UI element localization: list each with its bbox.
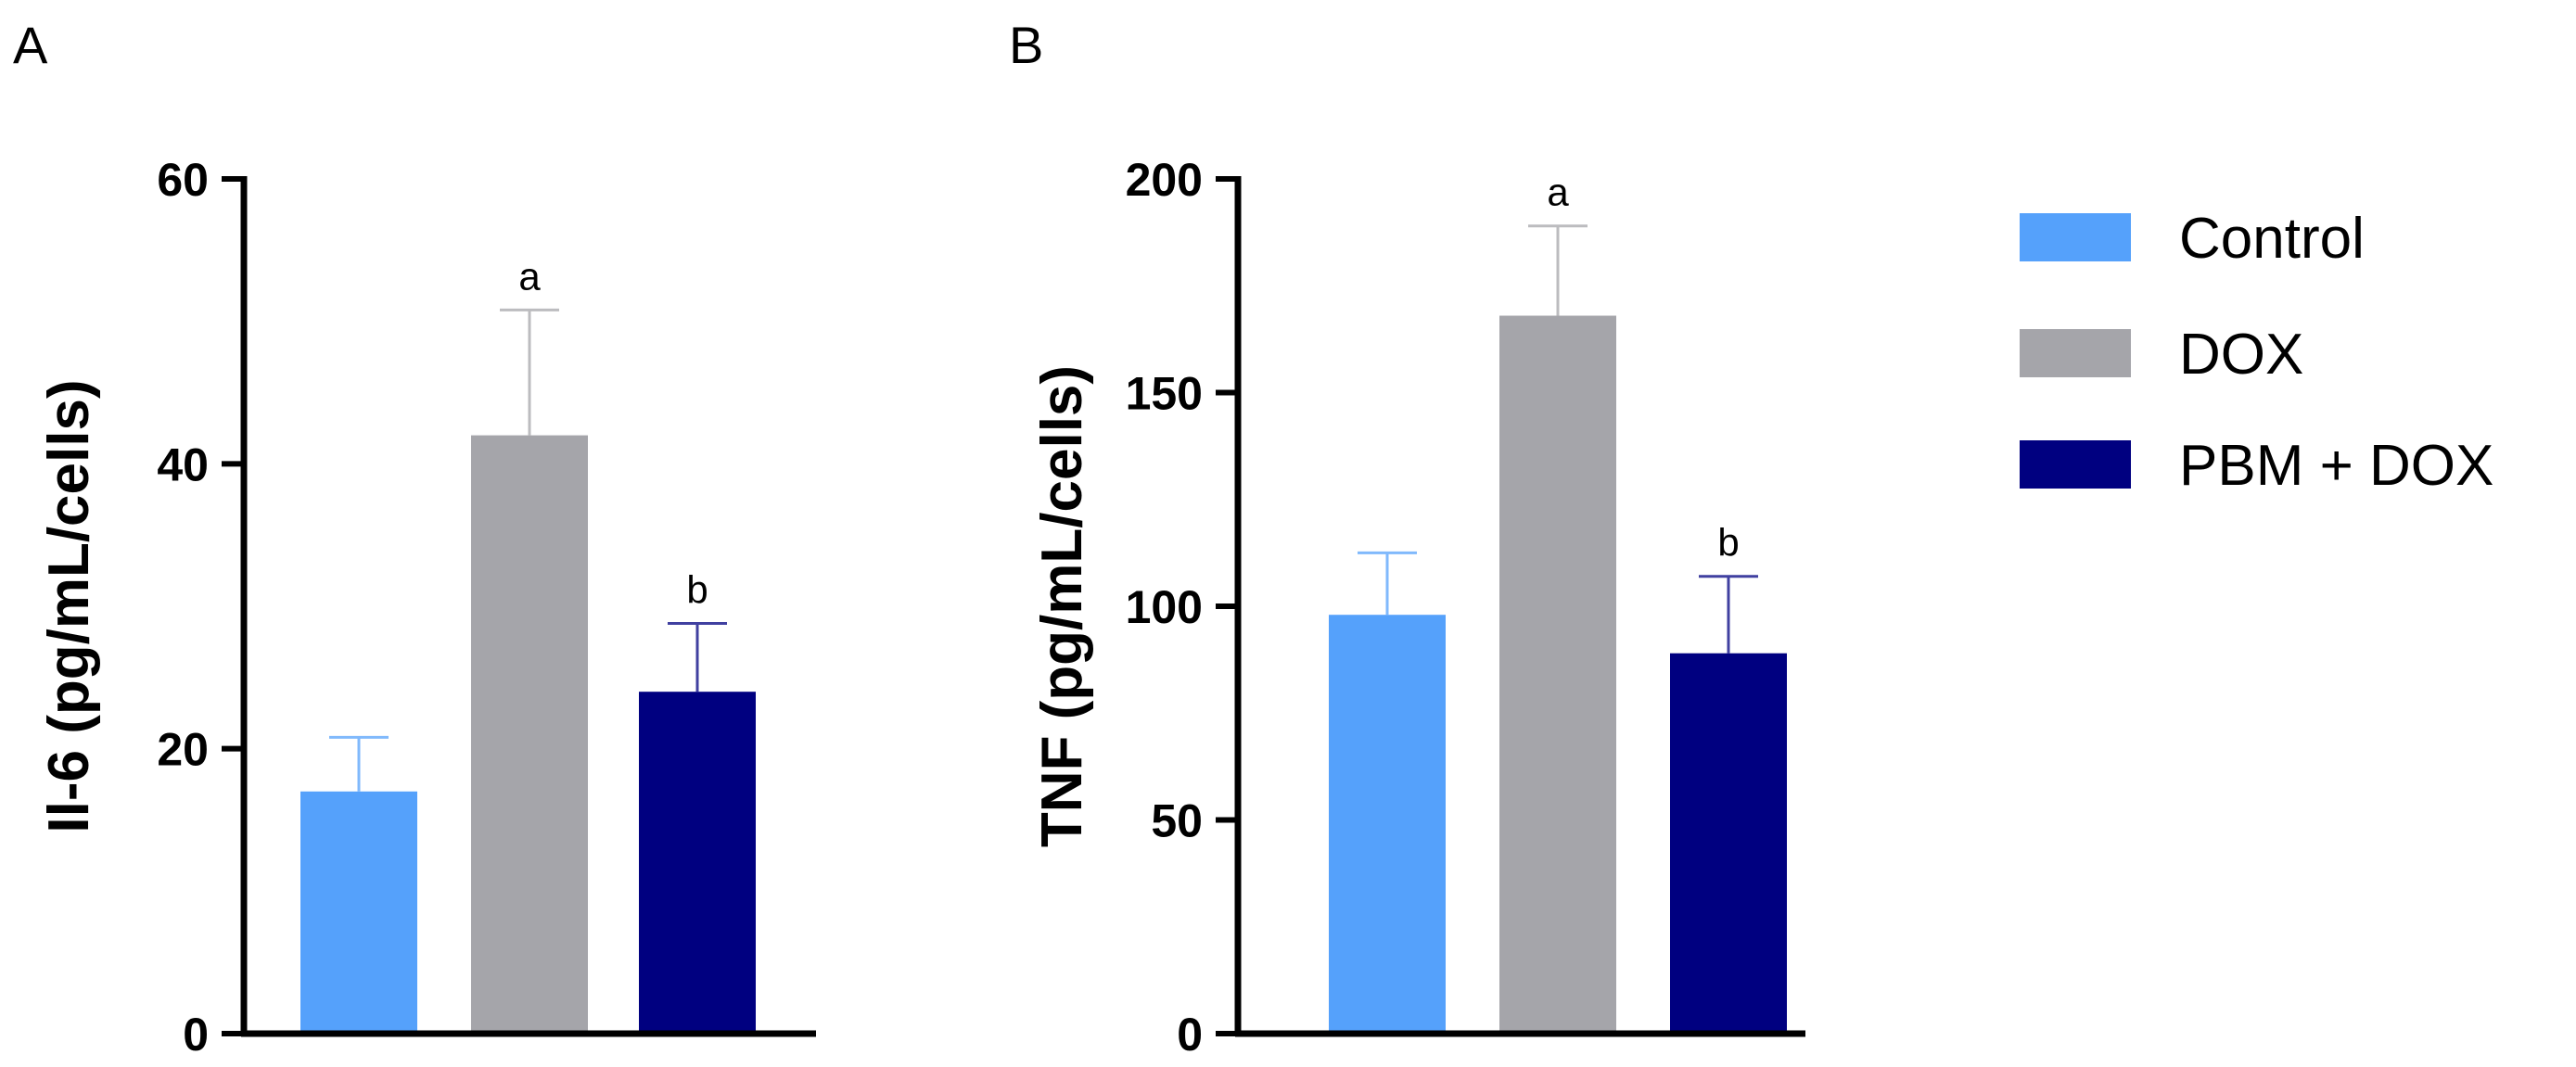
bar-dox — [471, 435, 588, 1035]
legend-label: Control — [2179, 207, 2365, 271]
legend-label: PBM + DOX — [2179, 434, 2493, 498]
panel-label: A — [13, 16, 48, 74]
y-tick-label: 60 — [157, 154, 209, 206]
significance-label: a — [1547, 171, 1569, 214]
y-tick-label: 100 — [1126, 581, 1203, 633]
bar-control — [1329, 615, 1446, 1034]
y-tick-label: 200 — [1126, 154, 1203, 206]
panel-b-chart: Ba b 0 50 100 150 200 TNF (pg/mL/cells) — [1009, 16, 1805, 1061]
panel-label: B — [1009, 16, 1043, 74]
legend-swatch — [2020, 329, 2131, 377]
y-axis-label: Il-6 (pg/mL/cells) — [37, 379, 101, 832]
significance-label: a — [518, 254, 541, 298]
legend-swatch — [2020, 213, 2131, 261]
legend: Control DOX PBM + DOX — [2020, 207, 2493, 498]
significance-label: b — [686, 567, 708, 611]
panel-a-chart: Aa b 0 20 40 60 Il-6 (pg/mL/cells) — [13, 16, 816, 1061]
y-tick-label: 40 — [157, 438, 209, 490]
y-tick-label: 50 — [1151, 795, 1203, 847]
bar-dox — [1499, 315, 1616, 1034]
legend-label: DOX — [2179, 323, 2303, 387]
significance-label: b — [1717, 521, 1739, 565]
y-tick-label: 0 — [183, 1009, 209, 1061]
bar-pbm-dox — [1670, 653, 1787, 1034]
bar-pbm-dox — [639, 692, 756, 1034]
y-tick-label: 150 — [1126, 368, 1203, 420]
bar-control — [300, 791, 417, 1034]
y-tick-label: 20 — [157, 724, 209, 776]
legend-swatch — [2020, 440, 2131, 489]
y-axis-label: TNF (pg/mL/cells) — [1030, 365, 1094, 847]
y-tick-label: 0 — [1177, 1009, 1203, 1061]
